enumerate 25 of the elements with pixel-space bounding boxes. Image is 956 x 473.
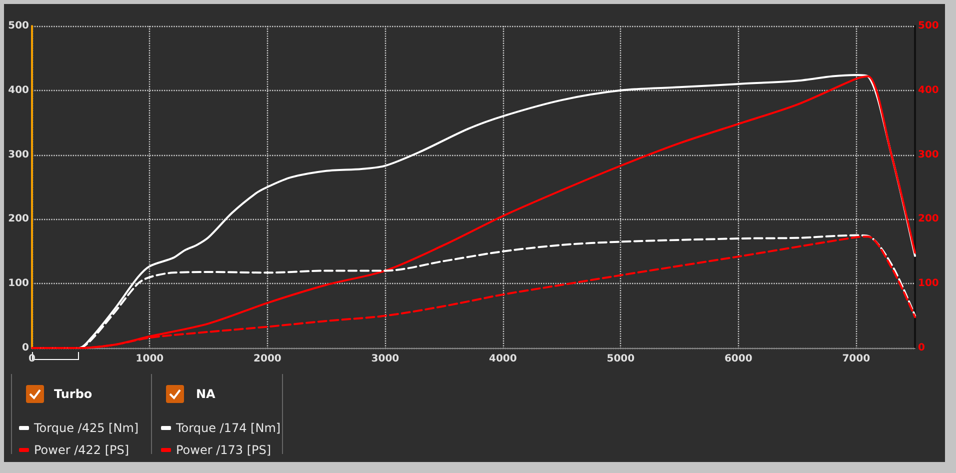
legend-label: Power /422 [PS] [34, 443, 130, 457]
y-tick-label: 400 [8, 84, 30, 96]
legend-label: Torque /174 [Nm] [175, 421, 281, 435]
y-tick-label: 100 [8, 278, 30, 290]
legend-label: Power /173 [PS] [176, 443, 272, 457]
x-tick-label: 5000 [606, 354, 635, 364]
x-tick-label: 6000 [724, 354, 752, 364]
x-tick-label: 3000 [371, 354, 400, 364]
x-tick-label: 4000 [489, 354, 517, 364]
y-tick-label: 500 [8, 20, 30, 32]
y2-tick-label: 0 [918, 342, 925, 354]
y2-tick-label: 300 [918, 149, 939, 160]
x-tick-label: 1000 [136, 354, 164, 364]
legend-label: Torque /425 [Nm] [33, 421, 139, 435]
x-tick-label: 7000 [842, 354, 870, 364]
y-tick-label: 300 [8, 149, 30, 160]
y-tick-label: 200 [8, 214, 30, 225]
text: Turbo [54, 387, 92, 401]
y2-tick-label: 200 [918, 214, 939, 225]
x-tick-label: 2000 [254, 354, 282, 364]
y2-tick-label: 500 [918, 20, 939, 32]
text: NA [196, 387, 216, 401]
y2-tick-label: 400 [918, 84, 939, 96]
y2-tick-label: 100 [918, 278, 939, 290]
y-tick-label: 0 [22, 342, 30, 354]
